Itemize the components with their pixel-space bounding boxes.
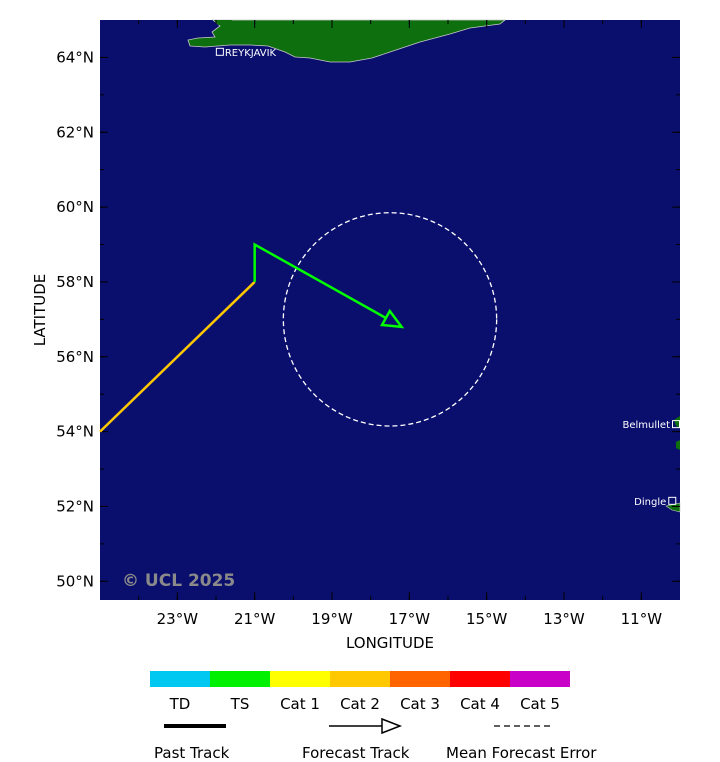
forecast-track-key-label: Forecast Track: [302, 744, 410, 762]
lat-tick-label: 62°N: [56, 123, 94, 141]
legend-label: Cat 3: [400, 695, 440, 713]
legend-swatch: [150, 671, 210, 687]
x-axis-label: LONGITUDE: [346, 634, 434, 652]
legend-label: TD: [169, 695, 191, 713]
lat-tick-label: 60°N: [56, 198, 94, 216]
lon-tick-label: 13°W: [543, 610, 585, 628]
lon-tick-label: 19°W: [311, 610, 353, 628]
legend-swatch: [210, 671, 270, 687]
forecast-arrowhead: [379, 308, 405, 329]
watermark: © UCL 2025: [122, 571, 235, 591]
ireland-coast-mid: [676, 440, 680, 450]
lon-tick-label: 23°W: [157, 610, 199, 628]
lat-tick-label: 58°N: [56, 273, 94, 291]
city-marker: [215, 47, 224, 56]
legend-label: TS: [230, 695, 250, 713]
forecast-map: 23°W 21°W 19°W 17°W 15°W 13°W 11°W 64°N 62°N 60°N…: [31, 19, 681, 652]
forecast-error-circle: [282, 212, 498, 427]
legend-swatch: [270, 671, 330, 687]
lon-tick-label: 15°W: [466, 610, 508, 628]
legend-label: Cat 1: [280, 695, 320, 713]
lat-tick-label: 50°N: [56, 572, 94, 590]
city-marker: [668, 496, 677, 505]
storm-tracks: [99, 212, 498, 433]
legend-swatch: [330, 671, 390, 687]
city-markers: REYKJAVIK Belmullet Dingle: [215, 47, 680, 508]
lon-tick-label: 21°W: [234, 610, 276, 628]
city-label: Belmullet: [623, 420, 671, 431]
legend-swatch: [450, 671, 510, 687]
past-track-line: [99, 281, 256, 433]
error-key-label: Mean Forecast Error: [446, 744, 597, 762]
iceland-landmass: [187, 19, 507, 63]
lat-tick-label: 56°N: [56, 348, 94, 366]
legend-swatch: [390, 671, 450, 687]
axis-ticks: 23°W 21°W 19°W 17°W 15°W 13°W 11°W 64°N 62°N 60°N…: [56, 20, 680, 628]
forecast-track-line: [253, 242, 403, 328]
error-key-line: [494, 725, 554, 727]
past-track-key-line: [164, 724, 226, 728]
legend-label: Cat 2: [340, 695, 380, 713]
lon-tick-label: 11°W: [621, 610, 663, 628]
y-axis-label: LATITUDE: [31, 274, 49, 347]
city-label: REYKJAVIK: [225, 48, 277, 59]
ireland-belmullet-coast: [674, 416, 680, 428]
legend-label: Cat 4: [460, 695, 500, 713]
lat-tick-label: 64°N: [56, 48, 94, 66]
lon-tick-label: 17°W: [389, 610, 431, 628]
map-svg: 23°W 21°W 19°W 17°W 15°W 13°W 11°W 64°N 62°N 60°N…: [31, 19, 681, 652]
legend-swatch: [510, 671, 570, 687]
lat-tick-label: 52°N: [56, 497, 94, 515]
iceland-peninsula: [214, 20, 232, 25]
city-label: Dingle: [634, 497, 666, 508]
forecast-track-key-arrow: [329, 717, 403, 735]
past-track-key-label: Past Track: [154, 744, 230, 762]
city-marker: [672, 420, 680, 429]
legend-label: Cat 5: [520, 695, 560, 713]
lat-tick-label: 54°N: [56, 423, 94, 441]
